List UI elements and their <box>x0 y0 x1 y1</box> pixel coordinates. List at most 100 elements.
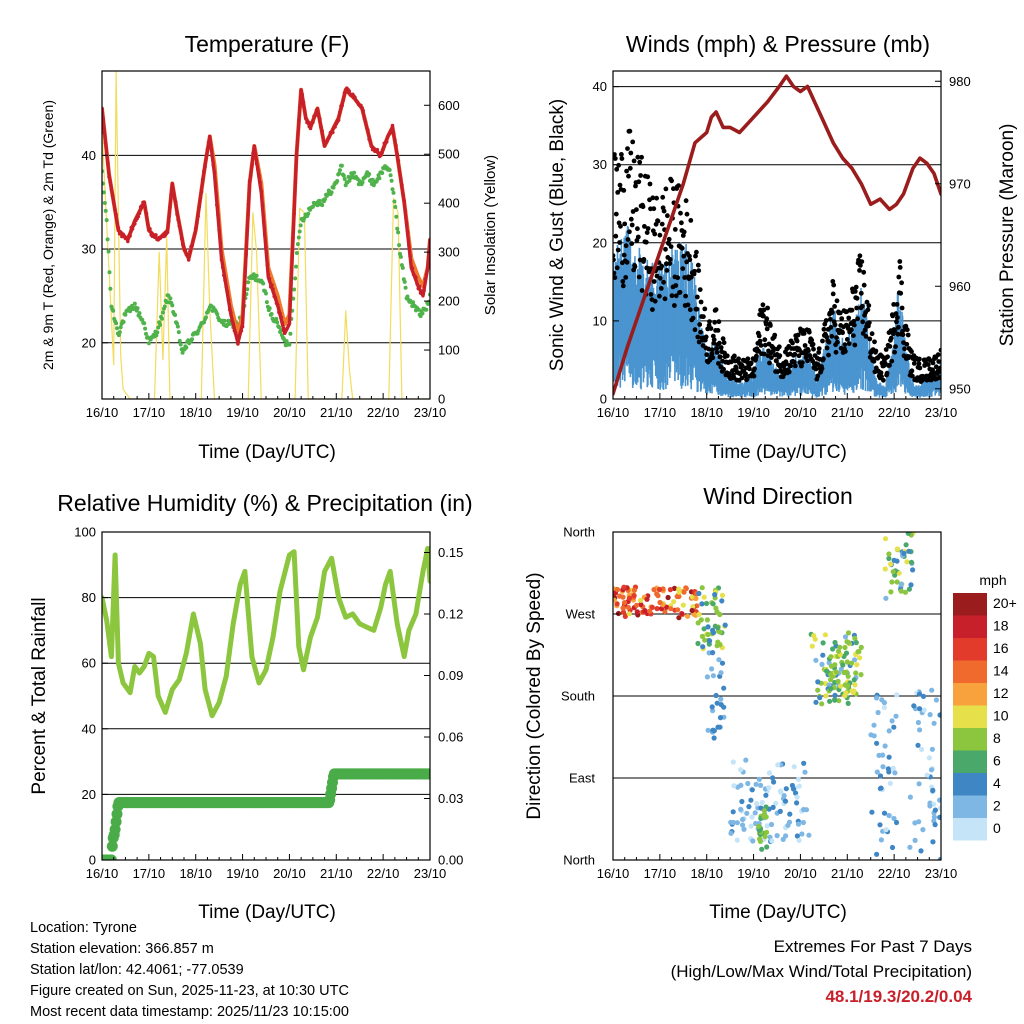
dewpoint-point <box>377 176 382 181</box>
direction-point <box>773 800 779 807</box>
direction-point <box>770 775 776 781</box>
direction-point <box>875 709 881 716</box>
temp-2m-point <box>390 123 395 128</box>
colorbar-level-label: 18 <box>993 618 1009 634</box>
gust-point <box>679 245 685 251</box>
temp-2m-point <box>178 228 183 232</box>
direction-point <box>889 718 895 724</box>
gust-point <box>661 279 666 285</box>
direction-point <box>924 772 930 778</box>
direction-point <box>707 638 713 644</box>
temp-2m-point <box>403 209 408 214</box>
gust-point <box>696 268 702 273</box>
gust-point <box>872 339 877 345</box>
direction-point <box>711 735 717 741</box>
temp-2m-point <box>316 113 321 118</box>
gust-point <box>815 373 821 379</box>
direction-point <box>905 532 911 536</box>
dewpoint-point <box>267 306 272 311</box>
gust-point <box>894 302 900 307</box>
direction-point <box>886 551 892 557</box>
gust-point <box>763 321 769 327</box>
direction-point <box>718 670 724 676</box>
temp-2m-point <box>341 98 346 102</box>
temp-2m-point <box>220 265 225 270</box>
direction-point <box>785 822 791 828</box>
x-tick-label: 19/10 <box>226 866 259 881</box>
humidity-ylabel: Percent & Total Rainfall <box>29 597 50 794</box>
temp-2m-point <box>115 221 119 225</box>
colorbar-unit-label: mph <box>979 572 1006 588</box>
temp-2m-point <box>233 331 238 336</box>
gust-point <box>647 181 653 187</box>
direction-title: Wind Direction <box>703 483 853 509</box>
direction-point <box>894 692 900 698</box>
direction-point <box>700 644 706 650</box>
temp-2m-point <box>237 335 241 340</box>
gust-point <box>682 275 688 280</box>
y-tick-label: 10 <box>593 313 607 328</box>
direction-point <box>695 640 701 647</box>
gust-point <box>902 346 907 352</box>
temp-2m-point <box>280 321 285 325</box>
colorbar-swatch <box>953 660 987 683</box>
gust-point <box>676 183 681 189</box>
gust-point <box>768 323 773 328</box>
direction-point <box>796 837 802 844</box>
dewpoint-point <box>331 185 336 190</box>
colorbar-swatch <box>953 728 987 751</box>
direction-point <box>882 536 889 542</box>
gust-point <box>681 253 687 259</box>
x-tick-label: 22/10 <box>878 866 911 881</box>
temp-2m-point <box>295 138 300 143</box>
x-tick-label: 19/10 <box>737 405 770 420</box>
gust-point <box>695 334 701 340</box>
dewpoint-point <box>261 281 266 286</box>
gust-point <box>680 266 686 271</box>
temp-2m-point <box>361 108 366 113</box>
direction-point <box>878 785 884 791</box>
temp-2m-point <box>408 254 412 258</box>
colorbar-level-label: 16 <box>993 640 1009 656</box>
direction-point <box>626 595 633 601</box>
temp-2m-point <box>143 206 148 210</box>
temp-2m-point <box>196 214 200 218</box>
dewpoint-point <box>184 345 189 350</box>
gust-point <box>625 237 631 242</box>
temp-2m-point <box>250 164 254 168</box>
gust-point <box>620 283 626 289</box>
direction-point <box>705 624 711 630</box>
gust-point <box>860 319 866 325</box>
dewpoint-point <box>395 226 400 231</box>
temp-2m-point <box>306 120 311 124</box>
gust-point <box>655 218 661 224</box>
direction-point <box>832 692 838 699</box>
colorbar-level-label: 14 <box>993 663 1009 679</box>
temp-2m-point <box>197 205 201 209</box>
direction-point <box>763 792 769 798</box>
gust-point <box>889 358 895 364</box>
gust-point <box>904 341 910 347</box>
gust-point <box>701 314 706 320</box>
gust-point <box>664 268 670 273</box>
gust-point <box>761 351 767 357</box>
direction-point <box>796 783 802 789</box>
gust-point <box>828 325 834 330</box>
direction-point <box>916 691 923 697</box>
direction-point <box>764 844 770 850</box>
dewpoint-point <box>337 171 342 176</box>
gust-point <box>717 340 722 346</box>
temp-2m-point <box>195 221 199 225</box>
gust-point <box>930 360 936 366</box>
direction-point <box>743 757 749 763</box>
direction-point <box>774 833 780 839</box>
dewpoint-point <box>132 301 137 306</box>
dewpoint-point <box>323 197 327 202</box>
gust-point <box>820 338 825 344</box>
gust-point <box>709 351 715 357</box>
y-right-tick-label: 0.09 <box>438 668 463 683</box>
temperature-ylabel-right: Solar Insolation (Yellow) <box>482 155 499 315</box>
gust-point <box>628 216 634 222</box>
temp-2m-point <box>384 140 389 144</box>
gust-point <box>899 305 905 311</box>
